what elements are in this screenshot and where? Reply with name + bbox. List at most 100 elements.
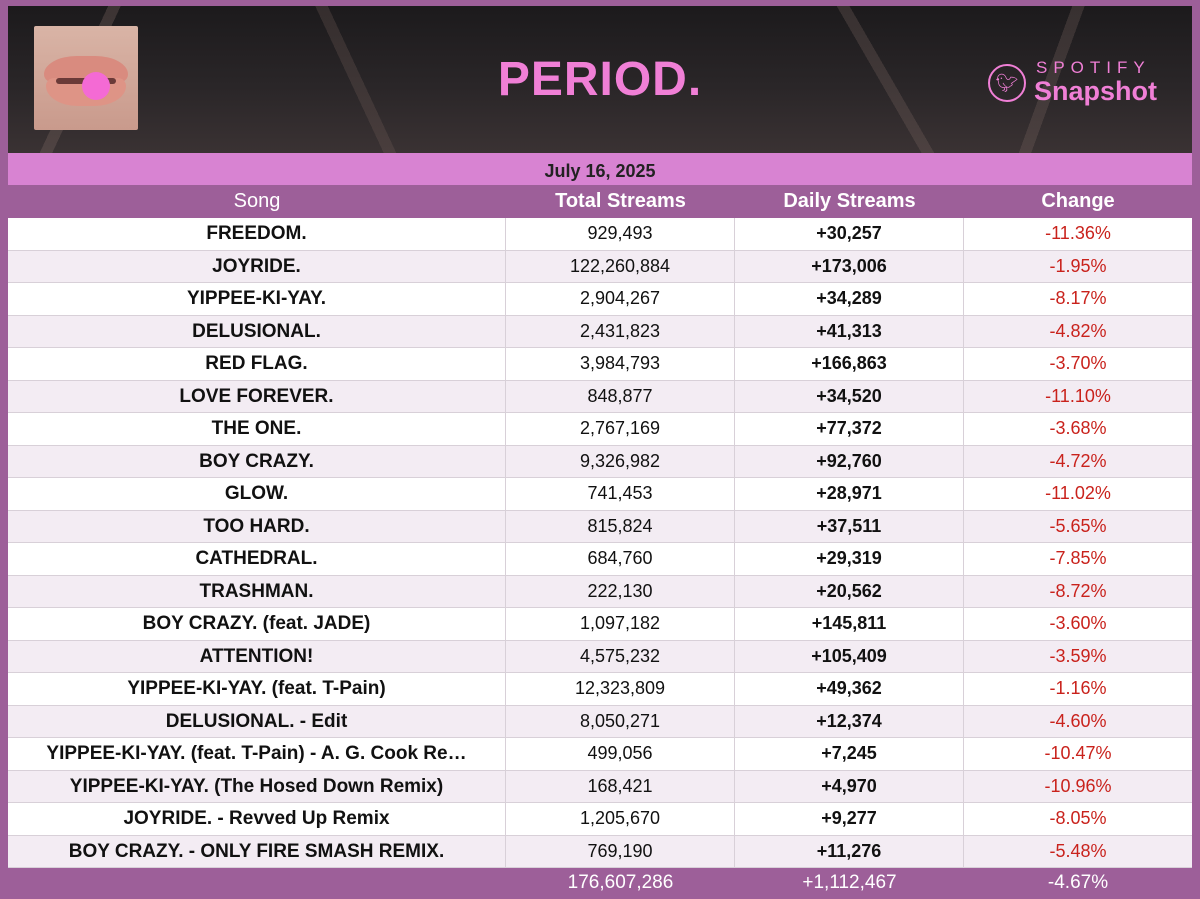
table-row: RED FLAG. 3,984,793 +166,863 -3.70% <box>8 348 1192 381</box>
table-row: JOYRIDE. - Revved Up Remix 1,205,670 +9,27… <box>8 803 1192 836</box>
song-cell: RED FLAG. <box>8 348 506 380</box>
table-row: FREEDOM. 929,493 +30,257 -11.36% <box>8 218 1192 251</box>
song-cell: JOYRIDE. - Revved Up Remix <box>8 803 506 835</box>
change-cell: -8.72% <box>1049 580 1107 601</box>
total-streams-cell: 2,767,169 <box>506 413 735 445</box>
streams-table: FREEDOM. 929,493 +30,257 -11.36% JOYRIDE. 122… <box>8 218 1192 868</box>
change-cell: -4.82% <box>1049 320 1107 341</box>
table-row: BOY CRAZY. - ONLY FIRE SMASH REMIX. 769,1… <box>8 835 1192 868</box>
date-bar: July 16, 2025 <box>8 153 1192 185</box>
change-cell: -10.96% <box>1044 775 1112 796</box>
song-cell: CATHEDRAL. <box>8 543 506 575</box>
totals-total-streams: 176,607,286 <box>567 872 674 893</box>
total-streams-cell: 3,984,793 <box>506 348 735 380</box>
change-cell: -4.72% <box>1049 450 1107 471</box>
daily-streams-cell: +34,289 <box>735 283 964 315</box>
daily-streams-cell: +9,277 <box>735 803 964 835</box>
header-daily-streams: Daily Streams <box>783 190 916 212</box>
brand-logo: 🐦︎ SPOTIFY Snapshot <box>988 58 1178 108</box>
album-art <box>34 26 138 130</box>
change-cell: -7.85% <box>1049 548 1107 568</box>
album-title: PERIOD. <box>497 53 703 106</box>
total-streams-cell: 684,760 <box>506 543 735 575</box>
song-cell: GLOW. <box>8 478 506 510</box>
table-row: TOO HARD. 815,824 +37,511 -5.65% <box>8 510 1192 543</box>
daily-streams-cell: +11,276 <box>735 835 964 867</box>
daily-streams-cell: +173,006 <box>735 250 964 282</box>
daily-streams-cell: +20,562 <box>735 575 964 607</box>
table-row: YIPPEE-KI-YAY. (feat. T-Pain) 12,323,809 +… <box>8 673 1192 706</box>
brand-spotify: SPOTIFY <box>1036 58 1151 77</box>
song-cell: JOYRIDE. <box>8 250 506 282</box>
change-cell: -5.48% <box>1049 840 1107 861</box>
daily-streams-cell: +145,811 <box>735 608 964 640</box>
daily-streams-cell: +49,362 <box>735 673 964 705</box>
change-cell: -11.36% <box>1045 223 1111 243</box>
total-streams-cell: 2,904,267 <box>506 283 735 315</box>
change-cell: -11.02% <box>1045 483 1111 503</box>
total-streams-cell: 9,326,982 <box>506 445 735 477</box>
daily-streams-cell: +166,863 <box>735 348 964 380</box>
table-row: JOYRIDE. 122,260,884 +173,006 -1.95% <box>8 250 1192 283</box>
column-headers: Song Total Streams Daily Streams Change <box>8 185 1192 218</box>
table-row: YIPPEE-KI-YAY. (The Hosed Down Remix) 168… <box>8 770 1192 803</box>
change-cell: -1.16% <box>1049 678 1107 698</box>
change-cell: -8.05% <box>1049 808 1107 828</box>
total-streams-cell: 1,097,182 <box>506 608 735 640</box>
change-cell: -3.68% <box>1049 418 1107 438</box>
total-streams-cell: 12,323,809 <box>506 673 735 705</box>
header-change: Change <box>1041 190 1115 212</box>
change-cell: -3.59% <box>1049 645 1107 666</box>
twitter-bird-icon: 🐦︎ <box>988 64 1026 102</box>
total-streams-cell: 741,453 <box>506 478 735 510</box>
song-cell: YIPPEE-KI-YAY. <box>8 283 506 315</box>
totals-label <box>8 868 506 899</box>
song-cell: DELUSIONAL. - Edit <box>8 705 506 737</box>
total-streams-cell: 122,260,884 <box>506 250 735 282</box>
song-cell: YIPPEE-KI-YAY. (feat. T-Pain) - A. G. Co… <box>8 738 506 770</box>
total-streams-cell: 2,431,823 <box>506 315 735 347</box>
song-cell: YIPPEE-KI-YAY. (The Hosed Down Remix) <box>8 770 506 802</box>
daily-streams-cell: +30,257 <box>735 218 964 250</box>
table-row: BOY CRAZY. 9,326,982 +92,760 -4.72% <box>8 445 1192 478</box>
table-row: YIPPEE-KI-YAY. 2,904,267 +34,289 -8.17% <box>8 283 1192 316</box>
table-row: THE ONE. 2,767,169 +77,372 -3.68% <box>8 413 1192 446</box>
total-streams-cell: 769,190 <box>506 835 735 867</box>
daily-streams-cell: +29,319 <box>735 543 964 575</box>
daily-streams-cell: +77,372 <box>735 413 964 445</box>
table-row: TRASHMAN. 222,130 +20,562 -8.72% <box>8 575 1192 608</box>
song-cell: LOVE FOREVER. <box>8 380 506 412</box>
totals-daily-streams: +1,112,467 <box>802 872 897 893</box>
header-song: Song <box>233 190 281 212</box>
header-total-streams: Total Streams <box>555 190 686 212</box>
total-streams-cell: 168,421 <box>506 770 735 802</box>
table-row: YIPPEE-KI-YAY. (feat. T-Pain) - A. G. Co… <box>8 738 1192 771</box>
change-cell: -3.70% <box>1049 353 1107 373</box>
table-row: LOVE FOREVER. 848,877 +34,520 -11.10% <box>8 380 1192 413</box>
totals-change: -4.67% <box>1047 872 1109 893</box>
daily-streams-cell: +7,245 <box>735 738 964 770</box>
song-cell: BOY CRAZY. <box>8 445 506 477</box>
daily-streams-cell: +12,374 <box>735 705 964 737</box>
total-streams-cell: 8,050,271 <box>506 705 735 737</box>
song-cell: THE ONE. <box>8 413 506 445</box>
change-cell: -11.10% <box>1045 385 1111 406</box>
header-banner: PERIOD. 🐦︎ SPOTIFY Snapshot <box>8 6 1192 153</box>
daily-streams-cell: +4,970 <box>735 770 964 802</box>
total-streams-cell: 848,877 <box>506 380 735 412</box>
table-row: GLOW. 741,453 +28,971 -11.02% <box>8 478 1192 511</box>
brand-snapshot: Snapshot <box>1034 76 1158 106</box>
change-cell: -8.17% <box>1049 288 1107 308</box>
daily-streams-cell: +41,313 <box>735 315 964 347</box>
total-streams-cell: 499,056 <box>506 738 735 770</box>
song-cell: BOY CRAZY. - ONLY FIRE SMASH REMIX. <box>8 835 506 867</box>
change-cell: -4.60% <box>1049 710 1107 731</box>
song-cell: TRASHMAN. <box>8 575 506 607</box>
pill-icon <box>82 72 110 100</box>
table-row: ATTENTION! 4,575,232 +105,409 -3.59% <box>8 640 1192 673</box>
song-cell: DELUSIONAL. <box>8 315 506 347</box>
change-cell: -10.47% <box>1044 743 1112 763</box>
daily-streams-cell: +28,971 <box>735 478 964 510</box>
table-row: DELUSIONAL. 2,431,823 +41,313 -4.82% <box>8 315 1192 348</box>
